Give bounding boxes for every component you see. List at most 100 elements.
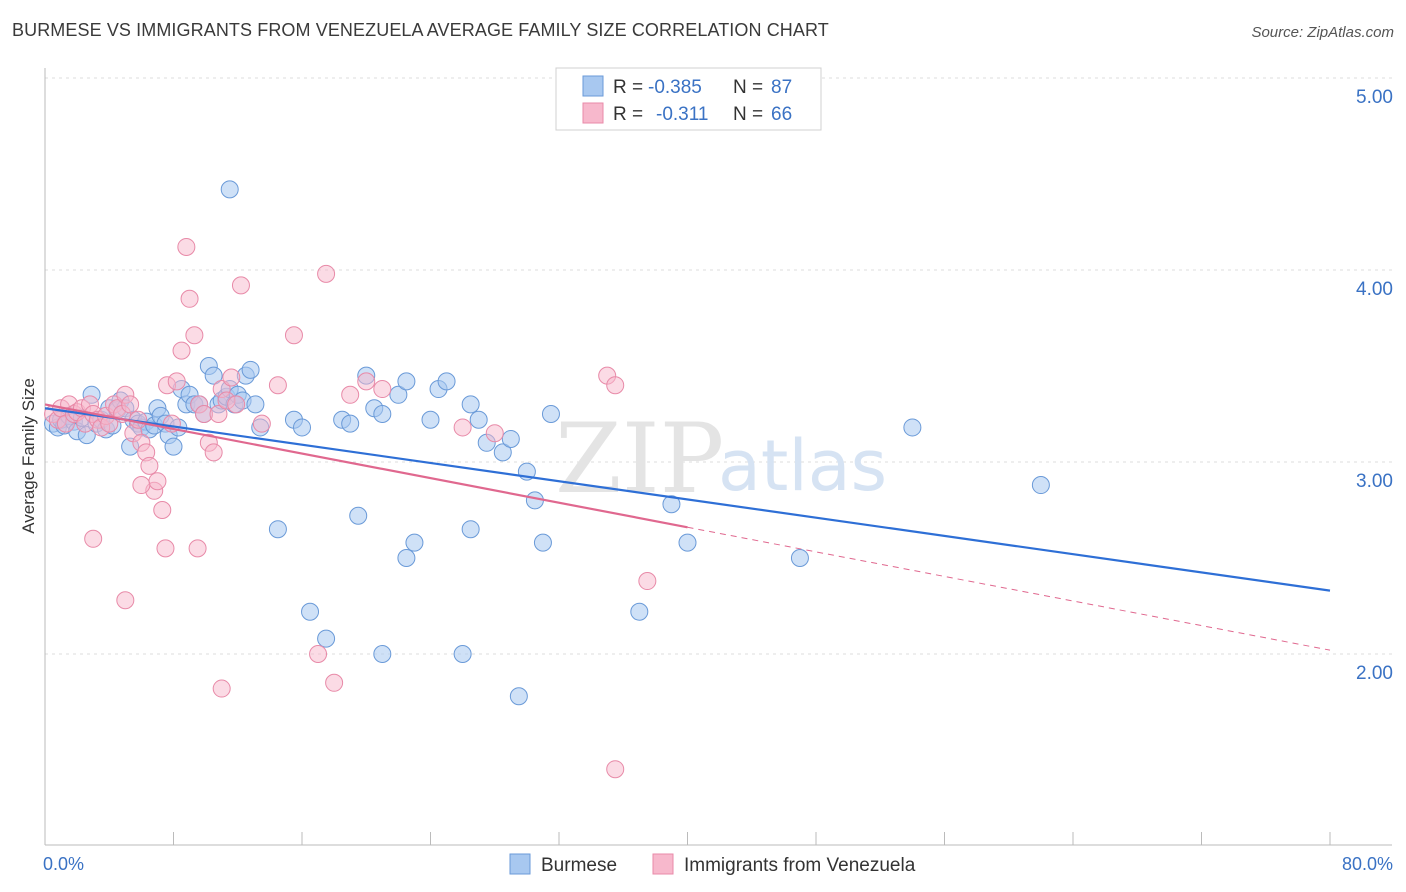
point-venezuela-59: [132, 476, 151, 495]
y-tick-label-3: 5.00: [1356, 87, 1393, 108]
point-burmese-84: [453, 645, 472, 663]
point-burmese-56: [373, 405, 392, 423]
point-burmese-68: [541, 405, 560, 423]
point-burmese-69: [525, 491, 544, 510]
point-burmese-53: [341, 414, 360, 433]
point-burmese-78: [301, 602, 320, 621]
point-burmese-66: [501, 429, 520, 448]
point-venezuela-30: [167, 372, 186, 391]
point-venezuela-24: [140, 456, 159, 475]
y-tick-label-0: 2.00: [1356, 663, 1393, 684]
point-burmese-75: [630, 602, 649, 621]
y-axis-label: Average Family Size: [19, 378, 38, 534]
point-burmese-77: [268, 520, 287, 539]
point-burmese-62: [461, 395, 480, 414]
point-burmese-80: [349, 506, 368, 525]
point-venezuela-38: [204, 443, 223, 462]
point-burmese-74: [1031, 476, 1050, 495]
legend-top: R = -0.385 N = 87 R = -0.311 N = 66: [555, 67, 822, 131]
point-burmese-51: [293, 418, 311, 437]
legend-bottom-label-venezuela: Immigrants from Venezuela: [684, 855, 916, 876]
point-venezuela-32: [177, 237, 196, 256]
legend-r-value-burmese: -0.385: [648, 77, 702, 98]
point-venezuela-14: [100, 414, 119, 433]
point-burmese-63: [469, 410, 488, 429]
point-venezuela-42: [222, 368, 241, 387]
point-venezuela-31: [172, 341, 191, 360]
point-venezuela-55: [606, 376, 625, 395]
point-burmese-57: [389, 385, 408, 404]
legend-r-label-venezuela: R =: [613, 104, 643, 125]
trend-lines: [44, 403, 1331, 651]
point-burmese-65: [493, 443, 512, 462]
point-burmese-59: [421, 410, 440, 429]
trendline-venezuela: [44, 403, 688, 529]
point-venezuela-50: [357, 372, 376, 391]
grid-lines: [45, 77, 1392, 655]
source-label: Source: ZipAtlas.com: [1251, 24, 1394, 41]
point-burmese-81: [373, 645, 392, 663]
point-venezuela-62: [212, 679, 231, 698]
point-burmese-83: [405, 533, 424, 552]
point-venezuela-34: [185, 326, 204, 345]
point-burmese-61: [437, 372, 456, 391]
point-burmese-86: [509, 687, 528, 706]
point-burmese-38: [204, 366, 223, 385]
point-burmese-76: [220, 180, 239, 199]
point-venezuela-63: [309, 645, 328, 663]
point-venezuela-46: [268, 376, 287, 395]
point-venezuela-61: [188, 539, 207, 558]
point-venezuela-49: [341, 385, 360, 404]
y-tick-label-2: 4.00: [1356, 279, 1393, 300]
point-venezuela-33: [180, 289, 199, 308]
legend-bottom: Burmese Immigrants from Venezuela: [509, 853, 916, 876]
point-burmese-87: [533, 533, 552, 552]
point-venezuela-43: [227, 395, 246, 414]
legend-bottom-swatch-burmese: [509, 853, 531, 875]
legend-bottom-label-burmese: Burmese: [541, 855, 617, 876]
point-venezuela-65: [606, 760, 625, 779]
series-burmese-points: [44, 180, 1050, 706]
legend-swatch-burmese: [582, 75, 604, 97]
x-tick-label-0: 0.0%: [43, 854, 84, 874]
legend-swatch-venezuela: [582, 102, 604, 124]
point-venezuela-57: [84, 529, 103, 548]
point-burmese-85: [461, 520, 480, 539]
point-venezuela-48: [317, 264, 336, 283]
x-tick-label-1: 80.0%: [1342, 854, 1393, 874]
legend-n-label-burmese: N =: [733, 77, 763, 98]
point-venezuela-53: [485, 424, 504, 443]
legend-n-value-venezuela: 66: [771, 104, 792, 125]
point-venezuela-26: [148, 472, 167, 491]
point-venezuela-19: [121, 395, 140, 414]
point-burmese-70: [662, 495, 681, 514]
point-burmese-79: [317, 629, 336, 648]
point-venezuela-52: [453, 418, 472, 437]
point-venezuela-64: [325, 673, 344, 692]
point-venezuela-51: [373, 380, 392, 399]
point-venezuela-47: [284, 326, 303, 345]
point-venezuela-45: [252, 414, 271, 433]
point-venezuela-27: [153, 501, 172, 519]
legend-bottom-swatch-venezuela: [652, 853, 674, 875]
point-burmese-58: [397, 372, 416, 391]
point-venezuela-58: [116, 591, 135, 610]
point-burmese-29: [164, 437, 183, 456]
point-burmese-71: [678, 533, 697, 552]
trendline-burmese: [44, 407, 1331, 592]
legend-n-value-burmese: 87: [771, 77, 792, 98]
point-venezuela-44: [231, 276, 250, 295]
y-tick-labels: 2.00 3.00 4.00 5.00: [1356, 87, 1393, 684]
point-burmese-72: [790, 549, 809, 567]
chart-title: BURMESE VS IMMIGRANTS FROM VENEZUELA AVE…: [12, 20, 829, 40]
point-burmese-73: [903, 418, 922, 437]
x-tick-labels: 0.0% 80.0%: [43, 854, 1393, 874]
point-burmese-82: [397, 549, 416, 567]
legend-n-label-venezuela: N =: [733, 104, 763, 125]
point-venezuela-56: [638, 572, 657, 591]
watermark-atlas: atlas: [718, 425, 887, 507]
point-venezuela-39: [209, 405, 228, 423]
point-burmese-47: [241, 360, 260, 379]
y-tick-label-1: 3.00: [1356, 471, 1393, 492]
